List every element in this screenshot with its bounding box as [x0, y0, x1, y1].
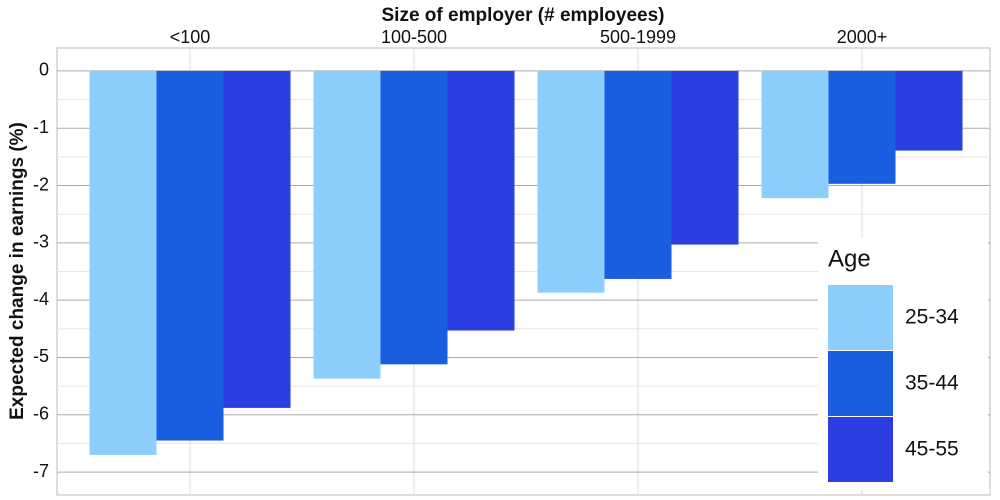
bar — [447, 70, 515, 331]
y-tick-label: -2 — [33, 174, 49, 194]
x-tick-label: <100 — [170, 27, 211, 47]
bar — [156, 70, 224, 441]
legend-swatch — [828, 417, 893, 482]
bar — [537, 70, 605, 293]
bar — [895, 70, 963, 151]
x-tick-label: 100-500 — [381, 27, 447, 47]
y-tick-label: -6 — [33, 404, 49, 424]
bar — [761, 70, 829, 199]
y-tick-label: -1 — [33, 117, 49, 137]
y-tick-label: -3 — [33, 232, 49, 252]
y-tick-label: -5 — [33, 346, 49, 366]
legend-swatch — [828, 351, 893, 416]
bar — [671, 70, 739, 245]
legend-title: Age — [828, 245, 871, 272]
bar — [313, 70, 381, 379]
x-tick-label: 2000+ — [837, 27, 888, 47]
y-tick-label: -4 — [33, 289, 49, 309]
bar — [89, 70, 157, 455]
legend-swatch — [828, 285, 893, 350]
legend-label: 45-55 — [905, 438, 959, 461]
bar — [380, 70, 448, 365]
bar — [223, 70, 291, 408]
y-tick-label: -7 — [33, 461, 49, 481]
legend-label: 35-44 — [905, 372, 959, 395]
bar — [828, 70, 896, 184]
y-axis-title: Expected change in earnings (%) — [7, 122, 28, 420]
bar — [604, 70, 672, 279]
x-axis-title: Size of employer (# employees) — [382, 5, 665, 26]
y-tick-label: 0 — [39, 60, 49, 80]
legend-label: 25-34 — [905, 306, 959, 329]
x-tick-label: 500-1999 — [600, 27, 676, 47]
